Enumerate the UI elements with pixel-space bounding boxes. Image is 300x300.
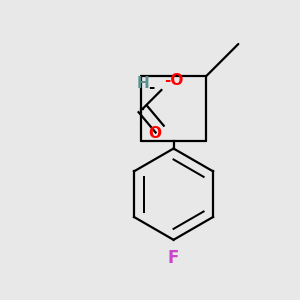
- Text: H: H: [137, 76, 149, 91]
- Text: O: O: [148, 126, 161, 141]
- Text: -: -: [148, 80, 154, 94]
- Text: -O: -O: [164, 73, 183, 88]
- Text: F: F: [168, 249, 179, 267]
